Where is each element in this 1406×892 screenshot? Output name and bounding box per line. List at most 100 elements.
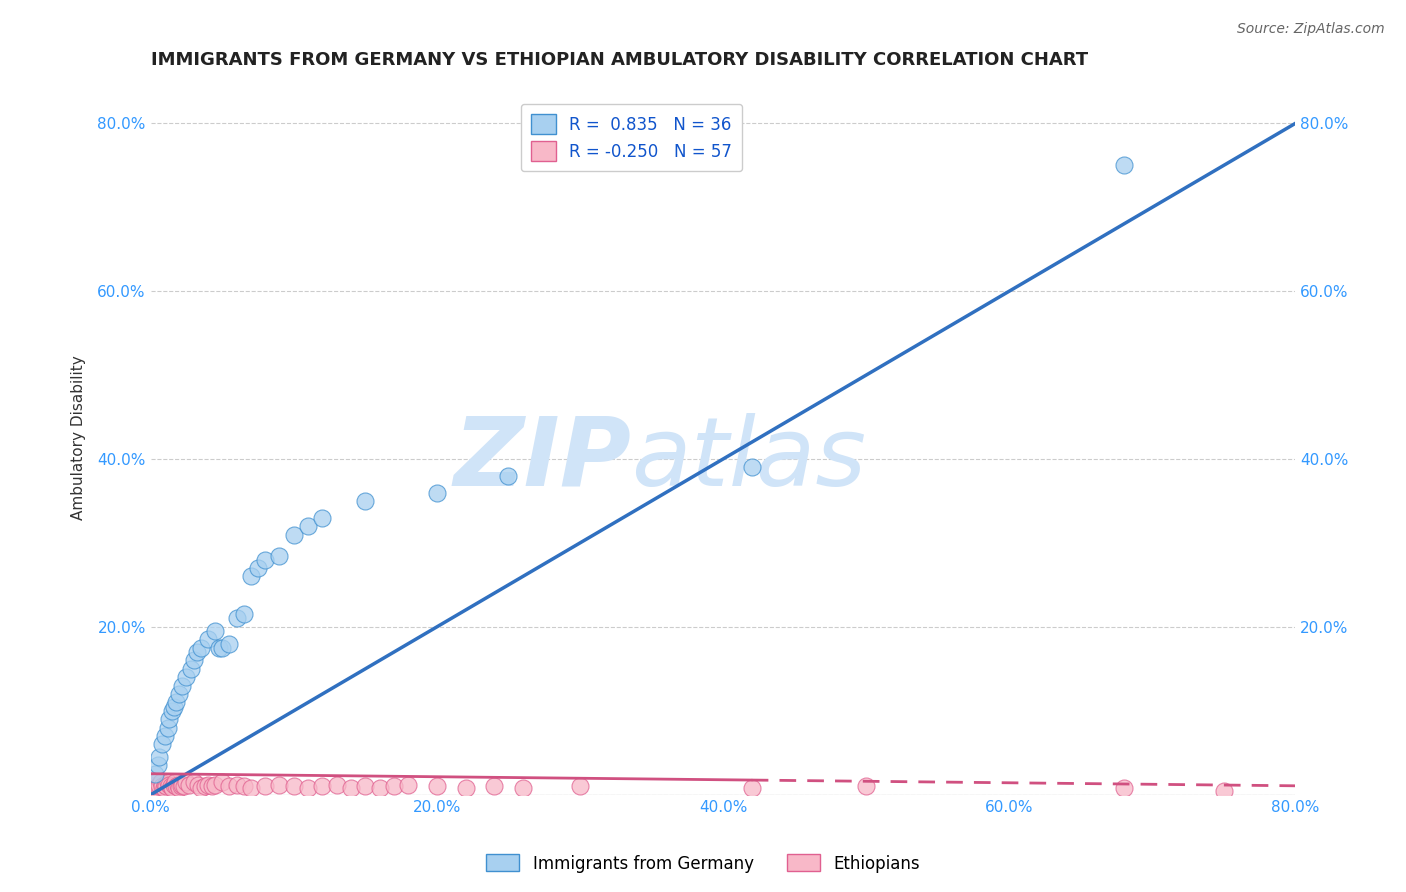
- Point: [1212, 783, 1234, 797]
- Point: [176, 670, 198, 684]
- Point: [150, 780, 173, 794]
- Point: [1112, 158, 1135, 172]
- Point: [173, 780, 195, 794]
- Point: [183, 775, 205, 789]
- Point: [176, 775, 198, 789]
- Point: [382, 780, 405, 794]
- Text: Source: ZipAtlas.com: Source: ZipAtlas.com: [1237, 22, 1385, 37]
- Point: [157, 778, 180, 792]
- Y-axis label: Ambulatory Disability: Ambulatory Disability: [72, 356, 86, 520]
- Point: [163, 775, 186, 789]
- Point: [311, 510, 333, 524]
- Point: [201, 780, 224, 794]
- Point: [162, 699, 184, 714]
- Point: [197, 632, 219, 647]
- Point: [204, 624, 226, 638]
- Point: [239, 780, 262, 795]
- Point: [143, 766, 166, 780]
- Point: [340, 780, 363, 795]
- Point: [225, 778, 247, 792]
- Point: [194, 780, 217, 794]
- Point: [153, 729, 176, 743]
- Text: atlas: atlas: [631, 413, 866, 506]
- Point: [166, 780, 188, 794]
- Point: [142, 780, 165, 795]
- Point: [297, 780, 319, 795]
- Text: ZIP: ZIP: [454, 413, 631, 506]
- Point: [190, 640, 212, 655]
- Point: [146, 780, 169, 794]
- Point: [1112, 780, 1135, 795]
- Point: [354, 494, 377, 508]
- Point: [218, 637, 240, 651]
- Point: [157, 712, 180, 726]
- Point: [225, 611, 247, 625]
- Point: [232, 780, 254, 794]
- Point: [283, 527, 305, 541]
- Point: [155, 780, 177, 794]
- Point: [179, 778, 201, 792]
- Point: [239, 569, 262, 583]
- Point: [741, 780, 763, 795]
- Point: [297, 519, 319, 533]
- Point: [426, 485, 449, 500]
- Point: [512, 780, 534, 795]
- Point: [145, 775, 167, 789]
- Legend: Immigrants from Germany, Ethiopians: Immigrants from Germany, Ethiopians: [479, 847, 927, 880]
- Point: [232, 607, 254, 622]
- Point: [172, 679, 194, 693]
- Point: [159, 780, 181, 794]
- Point: [368, 780, 391, 795]
- Point: [160, 780, 183, 795]
- Point: [186, 645, 208, 659]
- Point: [426, 780, 449, 794]
- Point: [169, 780, 191, 795]
- Point: [146, 758, 169, 772]
- Point: [149, 775, 172, 789]
- Point: [156, 775, 179, 789]
- Point: [153, 778, 176, 792]
- Point: [187, 778, 209, 792]
- Point: [211, 640, 233, 655]
- Point: [160, 704, 183, 718]
- Point: [197, 778, 219, 792]
- Point: [211, 775, 233, 789]
- Point: [254, 780, 277, 794]
- Point: [325, 778, 347, 792]
- Legend: R =  0.835   N = 36, R = -0.250   N = 57: R = 0.835 N = 36, R = -0.250 N = 57: [520, 104, 742, 171]
- Point: [156, 721, 179, 735]
- Point: [167, 778, 190, 792]
- Point: [208, 640, 231, 655]
- Point: [269, 778, 291, 792]
- Text: IMMIGRANTS FROM GERMANY VS ETHIOPIAN AMBULATORY DISABILITY CORRELATION CHART: IMMIGRANTS FROM GERMANY VS ETHIOPIAN AMB…: [150, 51, 1088, 69]
- Point: [482, 780, 505, 794]
- Point: [148, 778, 170, 792]
- Point: [247, 561, 270, 575]
- Point: [141, 780, 163, 794]
- Point: [498, 468, 520, 483]
- Point: [254, 552, 277, 566]
- Point: [283, 780, 305, 794]
- Point: [190, 780, 212, 795]
- Point: [311, 780, 333, 794]
- Point: [855, 780, 877, 794]
- Point: [218, 780, 240, 794]
- Point: [204, 778, 226, 792]
- Point: [741, 460, 763, 475]
- Point: [162, 778, 184, 792]
- Point: [169, 687, 191, 701]
- Point: [172, 778, 194, 792]
- Point: [143, 778, 166, 792]
- Point: [354, 780, 377, 794]
- Point: [183, 653, 205, 667]
- Point: [150, 737, 173, 751]
- Point: [148, 750, 170, 764]
- Point: [269, 549, 291, 563]
- Point: [152, 780, 174, 795]
- Point: [569, 780, 592, 794]
- Point: [170, 780, 193, 794]
- Point: [180, 662, 202, 676]
- Point: [166, 695, 188, 709]
- Point: [396, 778, 419, 792]
- Point: [454, 780, 477, 795]
